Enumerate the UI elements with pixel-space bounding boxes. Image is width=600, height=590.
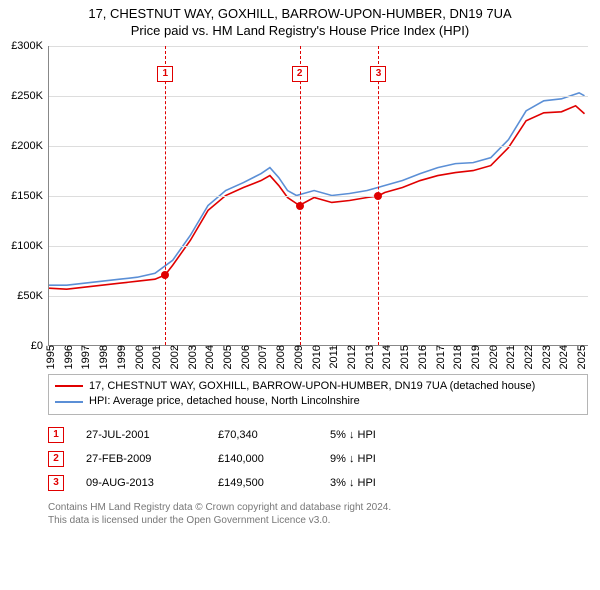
sales-diff: 5% ↓ HPI (330, 429, 420, 441)
x-tick-label: 1998 (94, 345, 110, 369)
sales-price: £140,000 (218, 453, 308, 465)
x-tick-label: 1996 (59, 345, 75, 369)
gridline (49, 196, 588, 197)
plot: £0£50K£100K£150K£200K£250K£300K199519961… (48, 46, 588, 346)
sales-diff: 9% ↓ HPI (330, 453, 420, 465)
x-tick-label: 2017 (431, 345, 447, 369)
y-tick-label: £100K (11, 240, 49, 252)
sales-price: £149,500 (218, 477, 308, 489)
x-tick-label: 2019 (466, 345, 482, 369)
x-tick-label: 2024 (554, 345, 570, 369)
x-tick-label: 2016 (413, 345, 429, 369)
sales-row: 3 09-AUG-2013 £149,500 3% ↓ HPI (48, 471, 588, 495)
x-tick-label: 2010 (307, 345, 323, 369)
sales-date: 27-FEB-2009 (86, 453, 196, 465)
sales-row: 1 27-JUL-2001 £70,340 5% ↓ HPI (48, 423, 588, 447)
sales-diff: 3% ↓ HPI (330, 477, 420, 489)
x-tick-label: 2002 (165, 345, 181, 369)
legend-label: HPI: Average price, detached house, Nort… (89, 394, 360, 409)
x-tick-label: 2014 (377, 345, 393, 369)
title-block: 17, CHESTNUT WAY, GOXHILL, BARROW-UPON-H… (0, 0, 600, 40)
legend: 17, CHESTNUT WAY, GOXHILL, BARROW-UPON-H… (48, 374, 588, 415)
event-line (300, 46, 301, 345)
event-line (165, 46, 166, 345)
footer-line-2: This data is licensed under the Open Gov… (48, 514, 588, 527)
x-tick-label: 2001 (147, 345, 163, 369)
x-tick-label: 2018 (448, 345, 464, 369)
footer: Contains HM Land Registry data © Crown c… (48, 501, 588, 527)
x-tick-label: 2022 (519, 345, 535, 369)
y-tick-label: £50K (17, 290, 49, 302)
event-marker (296, 202, 304, 210)
x-tick-label: 2006 (236, 345, 252, 369)
event-marker (374, 192, 382, 200)
chart-container: 17, CHESTNUT WAY, GOXHILL, BARROW-UPON-H… (0, 0, 600, 527)
legend-swatch (55, 385, 83, 387)
x-tick-label: 2023 (537, 345, 553, 369)
x-tick-label: 1999 (112, 345, 128, 369)
sales-date: 09-AUG-2013 (86, 477, 196, 489)
sales-badge: 1 (48, 427, 64, 443)
legend-item: 17, CHESTNUT WAY, GOXHILL, BARROW-UPON-H… (55, 379, 581, 394)
gridline (49, 146, 588, 147)
x-tick-label: 2004 (200, 345, 216, 369)
gridline (49, 46, 588, 47)
x-tick-label: 1995 (41, 345, 57, 369)
x-tick-label: 1997 (76, 345, 92, 369)
chart-area: £0£50K£100K£150K£200K£250K£300K199519961… (48, 46, 588, 346)
gridline (49, 246, 588, 247)
x-tick-label: 2009 (289, 345, 305, 369)
event-badge: 2 (292, 66, 308, 82)
y-tick-label: £300K (11, 40, 49, 52)
x-tick-label: 2008 (271, 345, 287, 369)
x-tick-label: 2013 (360, 345, 376, 369)
event-badge: 3 (370, 66, 386, 82)
x-tick-label: 2021 (501, 345, 517, 369)
title-address: 17, CHESTNUT WAY, GOXHILL, BARROW-UPON-H… (0, 6, 600, 23)
x-tick-label: 2011 (324, 345, 340, 369)
x-tick-label: 2007 (253, 345, 269, 369)
sales-badge: 2 (48, 451, 64, 467)
sales-price: £70,340 (218, 429, 308, 441)
legend-label: 17, CHESTNUT WAY, GOXHILL, BARROW-UPON-H… (89, 379, 535, 394)
y-tick-label: £200K (11, 140, 49, 152)
series-hpi (49, 93, 585, 285)
sales-table: 1 27-JUL-2001 £70,340 5% ↓ HPI 2 27-FEB-2009 £… (48, 423, 588, 495)
gridline (49, 296, 588, 297)
x-tick-label: 2025 (572, 345, 588, 369)
series-property (49, 106, 585, 289)
x-tick-label: 2005 (218, 345, 234, 369)
gridline (49, 96, 588, 97)
sales-date: 27-JUL-2001 (86, 429, 196, 441)
event-badge: 1 (157, 66, 173, 82)
footer-line-1: Contains HM Land Registry data © Crown c… (48, 501, 588, 514)
legend-swatch (55, 401, 83, 403)
x-tick-label: 2000 (130, 345, 146, 369)
legend-item: HPI: Average price, detached house, Nort… (55, 394, 581, 409)
x-tick-label: 2020 (484, 345, 500, 369)
title-subtitle: Price paid vs. HM Land Registry's House … (0, 23, 600, 40)
sales-badge: 3 (48, 475, 64, 491)
x-tick-label: 2003 (183, 345, 199, 369)
x-tick-label: 2015 (395, 345, 411, 369)
x-tick-label: 2012 (342, 345, 358, 369)
event-marker (161, 271, 169, 279)
sales-row: 2 27-FEB-2009 £140,000 9% ↓ HPI (48, 447, 588, 471)
y-tick-label: £250K (11, 90, 49, 102)
y-tick-label: £150K (11, 190, 49, 202)
